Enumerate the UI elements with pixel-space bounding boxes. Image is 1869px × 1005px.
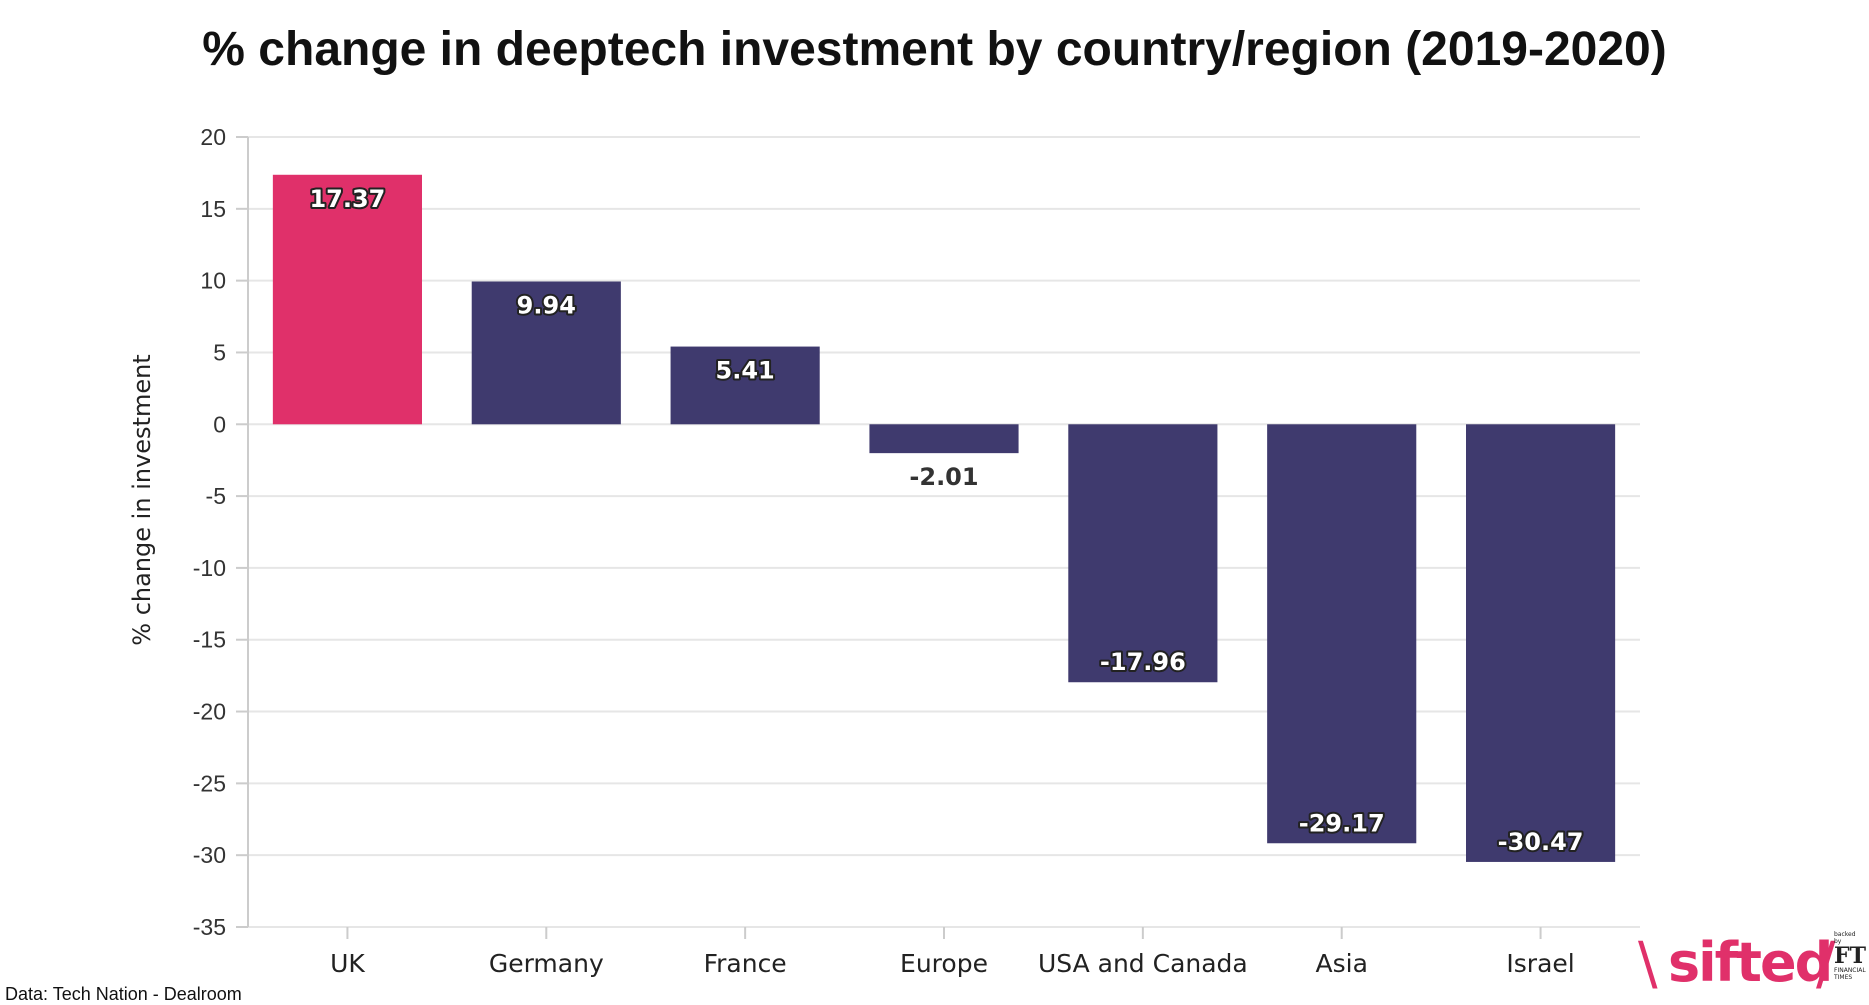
bar-uk [272, 174, 422, 425]
ft-subtext: FINANCIAL TIMES [1834, 967, 1866, 981]
data-label: -17.96 [1100, 648, 1186, 676]
x-category-label: UK [330, 949, 365, 978]
bar-europe [869, 424, 1019, 454]
data-label: -2.01 [909, 463, 978, 491]
y-tick-label: -15 [193, 627, 226, 653]
y-tick-label: 15 [200, 196, 226, 222]
y-tick-label: 0 [213, 411, 226, 437]
bar-israel [1466, 424, 1616, 862]
y-tick-label: -10 [193, 555, 226, 581]
y-tick-label: -35 [193, 914, 226, 940]
x-category-label: Israel [1506, 949, 1574, 978]
data-label: -29.17 [1299, 809, 1385, 837]
gridlines [248, 136, 1640, 928]
sifted-logo: \ sifted / backed by FT FINANCIAL TIMES [1638, 925, 1866, 997]
bars [272, 174, 1616, 862]
ft-badge: backed by FT FINANCIAL TIMES [1834, 931, 1866, 981]
data-labels: 17.37 9.94 5.41 -2.01 -17.96 -29.17 -30.47 [307, 183, 1585, 858]
x-category-label: Germany [489, 949, 604, 978]
data-label: 5.41 [716, 357, 775, 385]
y-tick-label: 10 [200, 268, 226, 294]
y-tick-label: 5 [213, 339, 226, 365]
chart-title: % change in deeptech investment by count… [202, 23, 1667, 76]
bar-usa-and-canada [1068, 424, 1218, 683]
y-tick-label: -20 [193, 699, 226, 725]
ft-backed-by-text: backed by [1834, 931, 1856, 945]
bar-germany [471, 281, 621, 425]
y-axis-title: % change in investment [128, 354, 156, 645]
logo-slash-right: / [1816, 929, 1836, 997]
x-category-label: France [704, 949, 787, 978]
bar-asia [1267, 424, 1417, 844]
y-tick-label: 20 [200, 124, 226, 150]
data-source-note: Data: Tech Nation - Dealroom [5, 984, 242, 1004]
ft-mark: FT [1834, 943, 1866, 969]
logo-wordmark: sifted [1668, 931, 1833, 994]
y-tick-label: -30 [193, 842, 226, 868]
bar-france [670, 346, 820, 425]
data-label: 17.37 [309, 185, 385, 213]
data-label: -30.47 [1498, 828, 1584, 856]
x-category-label: USA and Canada [1038, 949, 1248, 978]
axes: 20 15 10 5 0 -5 -10 -15 -20 -25 -30 -35 UK Germany Fra… [193, 124, 1575, 978]
x-category-label: Asia [1316, 949, 1368, 978]
y-tick-label: -5 [206, 483, 226, 509]
logo-slash-left: \ [1638, 929, 1658, 997]
data-label: 9.94 [517, 291, 576, 319]
x-category-label: Europe [900, 949, 988, 978]
y-tick-label: -25 [193, 770, 226, 796]
